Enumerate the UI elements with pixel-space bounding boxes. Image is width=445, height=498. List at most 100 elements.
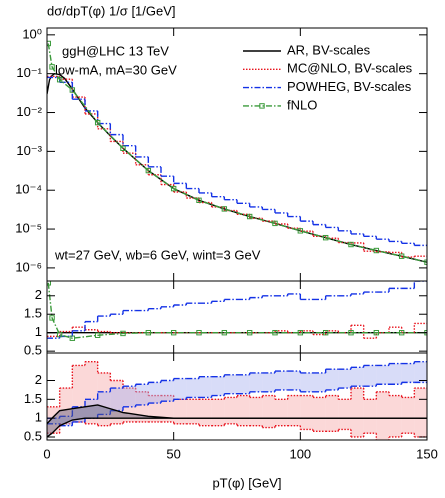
band-bin: [389, 363, 402, 385]
plot-area: [47, 360, 427, 440]
band-bin: [325, 395, 339, 432]
plot-area: [47, 40, 427, 265]
marker: [246, 213, 253, 220]
marker: [94, 332, 101, 338]
band-bin: [97, 391, 111, 415]
marker: [373, 329, 380, 336]
marker: [69, 87, 76, 93]
band-bin: [85, 399, 98, 419]
band-bin: [186, 399, 199, 424]
y-tick-label: 1.5: [24, 391, 42, 406]
band-bin: [148, 395, 161, 422]
x-tick-label: 100: [289, 446, 311, 461]
band-bin: [161, 380, 174, 402]
band-bin: [97, 372, 111, 426]
marker: [49, 315, 55, 321]
band-bin: [401, 363, 415, 383]
marker: [221, 206, 228, 212]
marker: [297, 329, 304, 336]
band-bin: [287, 371, 301, 390]
band-bin: [237, 374, 250, 394]
marker: [196, 197, 202, 203]
band-bin: [313, 397, 326, 432]
band-edge: [47, 404, 427, 425]
annotation: low-mA, mA=30 GeV: [55, 62, 177, 77]
y-tick-label: 10⁻³: [16, 143, 42, 158]
band-bin: [85, 361, 98, 424]
band-bin: [123, 386, 136, 407]
marker: [196, 329, 202, 336]
marker: [348, 241, 354, 248]
chart-title: dσ/dpT(φ) 1/σ [1/GeV]: [47, 3, 176, 18]
marker: [120, 145, 126, 151]
band-bin: [338, 369, 351, 389]
x-tick-label: 150: [416, 446, 438, 461]
marker: [246, 329, 253, 336]
marker: [322, 234, 329, 241]
band-bin: [148, 382, 161, 404]
marker: [170, 329, 177, 336]
marker: [373, 247, 380, 254]
y-tick-label: 10⁻⁴: [15, 182, 42, 197]
band-bin: [199, 376, 212, 398]
marker: [56, 331, 63, 338]
marker: [322, 329, 329, 336]
band-bin: [287, 395, 301, 426]
y-tick-label: 0.5: [24, 343, 42, 358]
marker: [272, 220, 278, 227]
y-tick-label: 10⁰: [22, 26, 42, 41]
panel-frame: [46, 280, 428, 354]
band-bin: [363, 399, 377, 434]
legend-label: MC@NLO, BV-scales: [287, 61, 413, 76]
band-bin: [401, 397, 415, 434]
marker: [69, 335, 76, 341]
series-line: [47, 282, 427, 339]
y-tick-label: 0.5: [24, 428, 42, 443]
band-edge: [47, 417, 427, 438]
band-bin: [300, 395, 313, 430]
marker: [297, 228, 304, 234]
y-tick-label: 2: [35, 287, 42, 302]
marker: [47, 40, 51, 47]
band-bin: [59, 388, 73, 424]
marker: [47, 281, 51, 286]
series-line: [47, 72, 427, 263]
y-tick-label: 1.5: [24, 306, 42, 321]
band-bin: [275, 371, 288, 390]
band-bin: [173, 399, 187, 424]
x-axis-label: pT(φ) [GeV]: [212, 475, 281, 490]
band-bin: [262, 372, 275, 392]
band-bin: [300, 372, 313, 392]
band-bin: [325, 369, 339, 390]
band-bin: [110, 380, 123, 424]
marker: [170, 185, 177, 192]
y-tick-label: 10⁻¹: [16, 65, 42, 80]
plot-area: [47, 281, 427, 341]
band-bin: [186, 378, 199, 398]
band-bin: [313, 372, 326, 392]
band-bin: [414, 361, 427, 383]
y-tick-label: 10⁻⁵: [15, 220, 42, 235]
marker: [94, 119, 101, 126]
y-tick-label: 1: [35, 324, 42, 339]
marker: [145, 329, 152, 336]
band-bin: [161, 395, 174, 422]
band-bin: [414, 388, 427, 437]
band-bin: [237, 395, 250, 426]
band-bin: [211, 399, 225, 426]
legend-marker: [259, 103, 265, 109]
panel-frame: [46, 352, 428, 441]
legend-label: fNLO: [287, 97, 317, 112]
y-tick-label: 10⁻²: [16, 104, 42, 119]
y-tick-label: 2: [35, 372, 42, 387]
band-bin: [47, 418, 60, 424]
band-bin: [275, 399, 288, 426]
marker: [272, 329, 278, 336]
band-bin: [110, 388, 123, 411]
band-bin: [249, 397, 263, 426]
band-bin: [363, 365, 377, 387]
marker: [398, 253, 405, 259]
marker: [120, 330, 126, 337]
legend-label: AR, BV-scales: [287, 42, 371, 57]
